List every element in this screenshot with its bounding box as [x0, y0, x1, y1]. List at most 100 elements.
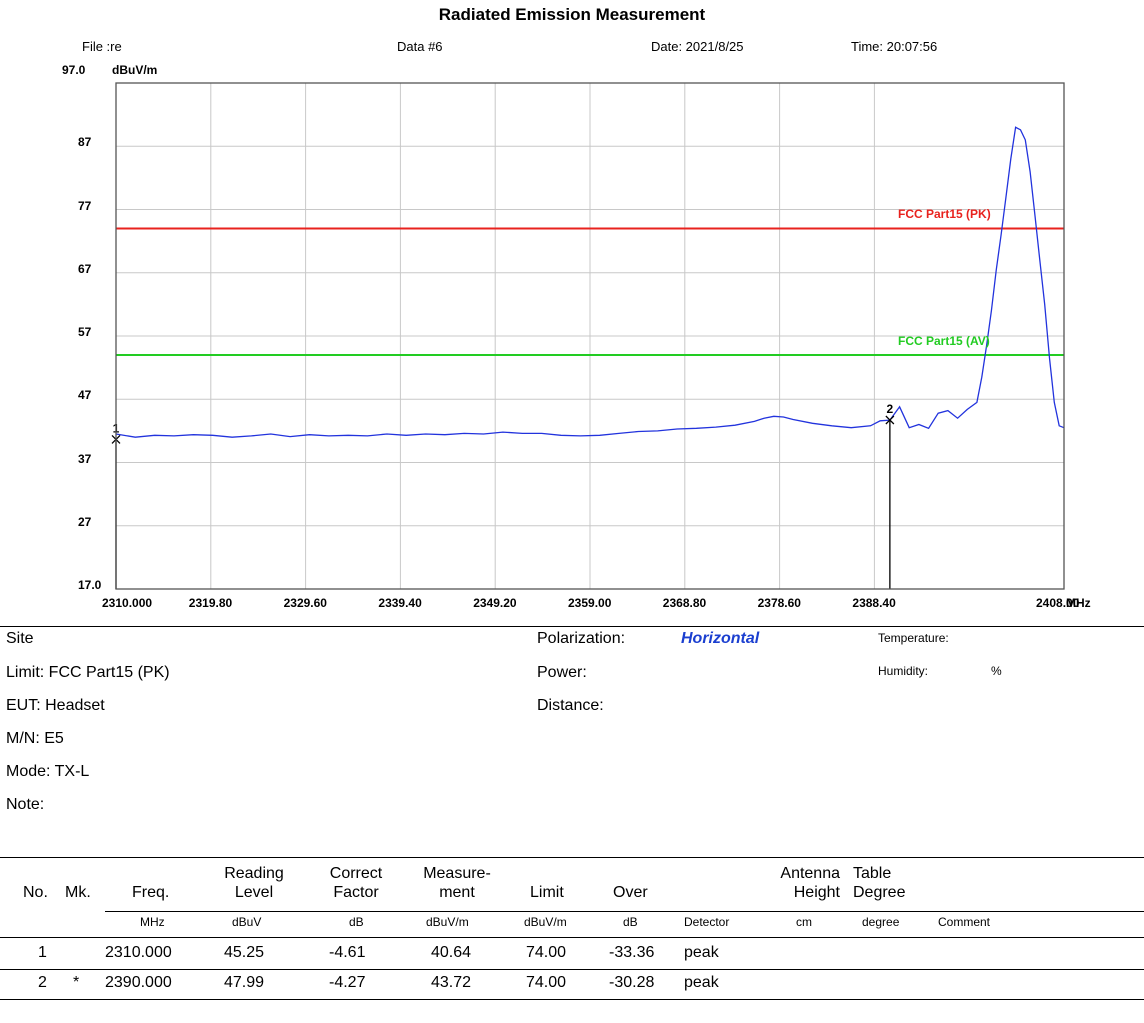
- y-tick-label: 67: [78, 261, 92, 276]
- unit-degree: degree: [862, 915, 900, 929]
- date-label: Date: 2021/8/25: [651, 39, 744, 54]
- unit-over: dB: [623, 915, 638, 929]
- cell-limit: 74.00: [526, 944, 567, 961]
- cell-correct: -4.27: [329, 974, 366, 991]
- report-title: Radiated Emission Measurement: [438, 5, 706, 24]
- x-tick-label: 2339.40: [378, 596, 422, 610]
- col-table-line2: Degree: [853, 884, 906, 901]
- cell-limit: 74.00: [526, 974, 567, 991]
- cell-over: -33.36: [609, 944, 655, 961]
- x-tick-label: 2349.20: [473, 596, 517, 610]
- x-tick-label: 2310.000: [102, 596, 153, 610]
- cell-reading: 45.25: [224, 944, 265, 961]
- polarization-value: Horizontal: [681, 630, 760, 647]
- cell-freq: 2390.000: [105, 974, 172, 991]
- y-tick-label: 27: [78, 514, 92, 529]
- emission-trace: [115, 126, 1065, 438]
- mn-label: M/N: E5: [6, 730, 64, 747]
- eut-label: EUT: Headset: [6, 697, 105, 714]
- col-antenna: Antenna Height: [752, 864, 840, 902]
- limit-lines: [116, 227, 1064, 356]
- y-tick-label: 87: [78, 135, 92, 150]
- table-top-rule: [0, 857, 1144, 858]
- humidity-unit: %: [991, 664, 1002, 678]
- x-tick-label: 2359.00: [568, 596, 612, 610]
- cell-freq: 2310.000: [105, 944, 172, 961]
- cell-measure: 40.64: [431, 944, 472, 961]
- x-tick-label: 2329.60: [283, 596, 327, 610]
- power-label: Power:: [537, 664, 587, 681]
- unit-correct: dB: [349, 915, 364, 929]
- x-tick-label: 2388.40: [852, 596, 896, 610]
- x-tick-label: 2368.80: [662, 596, 707, 610]
- x-axis-unit: MHz: [1066, 596, 1091, 610]
- col-measure: Measure-ment: [412, 864, 502, 902]
- header-rule: [105, 911, 1144, 912]
- unit-measure: dBuV/m: [426, 915, 469, 929]
- limit-label: Limit: FCC Part15 (PK): [6, 664, 170, 681]
- file-label: File :re: [82, 39, 122, 54]
- limit-label: FCC Part15 (PK): [898, 207, 991, 222]
- temperature-label: Temperature:: [878, 631, 949, 645]
- x-tick-label: 2378.60: [757, 596, 801, 610]
- plot-frame: [115, 82, 1065, 590]
- mode-label: Mode: TX-L: [6, 763, 90, 780]
- col-no: No.: [23, 884, 48, 901]
- limit-label: FCC Part15 (AV): [898, 333, 990, 348]
- y-tick-label: 37: [78, 451, 92, 466]
- y-axis-unit: dBuV/m: [112, 63, 158, 77]
- y-tick-label: 57: [78, 325, 92, 339]
- unit-antenna: cm: [796, 915, 812, 929]
- col-reading-line1: Reading: [224, 865, 284, 882]
- humidity-label: Humidity:: [878, 664, 929, 678]
- col-antenna-line2: Height: [793, 884, 840, 901]
- cell-measure: 43.72: [431, 974, 472, 991]
- unit-limit: dBuV/m: [524, 915, 567, 929]
- distance-label: Distance:: [537, 697, 604, 714]
- cell-detector: peak: [684, 974, 719, 991]
- polarization-label: Polarization:: [537, 630, 626, 647]
- cell-reading: 47.99: [224, 974, 265, 991]
- y-tick-label: 47: [78, 388, 92, 403]
- site-label: Site: [6, 630, 34, 647]
- row-rule: [0, 999, 1144, 1000]
- time-label: Time: 20:07:56: [851, 39, 938, 54]
- cell-mk: *: [73, 974, 80, 991]
- col-antenna-line1: Antenna: [780, 865, 840, 882]
- unit-freq: MHz: [140, 915, 165, 929]
- row-rule: [0, 969, 1144, 970]
- note-label: Note:: [6, 796, 45, 813]
- markers: 12: [111, 402, 895, 589]
- col-correct: Correct Factor: [316, 864, 396, 902]
- x-tick-label: 2408.00: [1036, 596, 1080, 610]
- col-reading-line2: Level: [234, 884, 274, 901]
- series-line: [115, 126, 1065, 438]
- cell-no: 2: [38, 974, 47, 991]
- y-tick-label: 77: [78, 198, 92, 213]
- emission-chart: 12: [111, 82, 1065, 590]
- unit-reading: dBuV: [232, 915, 262, 929]
- col-mk: Mk.: [65, 884, 91, 901]
- marker-label: 2: [887, 402, 894, 416]
- col-measure-line1: Measure-: [423, 865, 491, 882]
- col-limit: Limit: [530, 884, 564, 901]
- y-tick-label: 17.0: [78, 578, 102, 592]
- col-measure-line2: ment: [439, 884, 475, 901]
- unit-detector: Detector: [684, 915, 730, 929]
- col-correct-line1: Correct: [329, 865, 383, 882]
- cell-correct: -4.61: [329, 944, 366, 961]
- data-label: Data #6: [397, 39, 443, 54]
- y-top-tick: 97.0: [62, 63, 86, 77]
- cell-detector: peak: [684, 944, 719, 961]
- units-rule: [0, 937, 1144, 938]
- marker-cross: [885, 415, 895, 425]
- col-table-line1: Table: [853, 865, 892, 882]
- col-freq: Freq.: [132, 884, 170, 901]
- col-reading: Reading Level: [210, 864, 298, 902]
- divider: [0, 626, 1144, 627]
- x-tick-label: 2319.80: [188, 596, 233, 610]
- cell-over: -30.28: [609, 974, 655, 991]
- col-over: Over: [613, 884, 648, 901]
- col-correct-line2: Factor: [333, 884, 379, 901]
- unit-comment: Comment: [938, 915, 991, 929]
